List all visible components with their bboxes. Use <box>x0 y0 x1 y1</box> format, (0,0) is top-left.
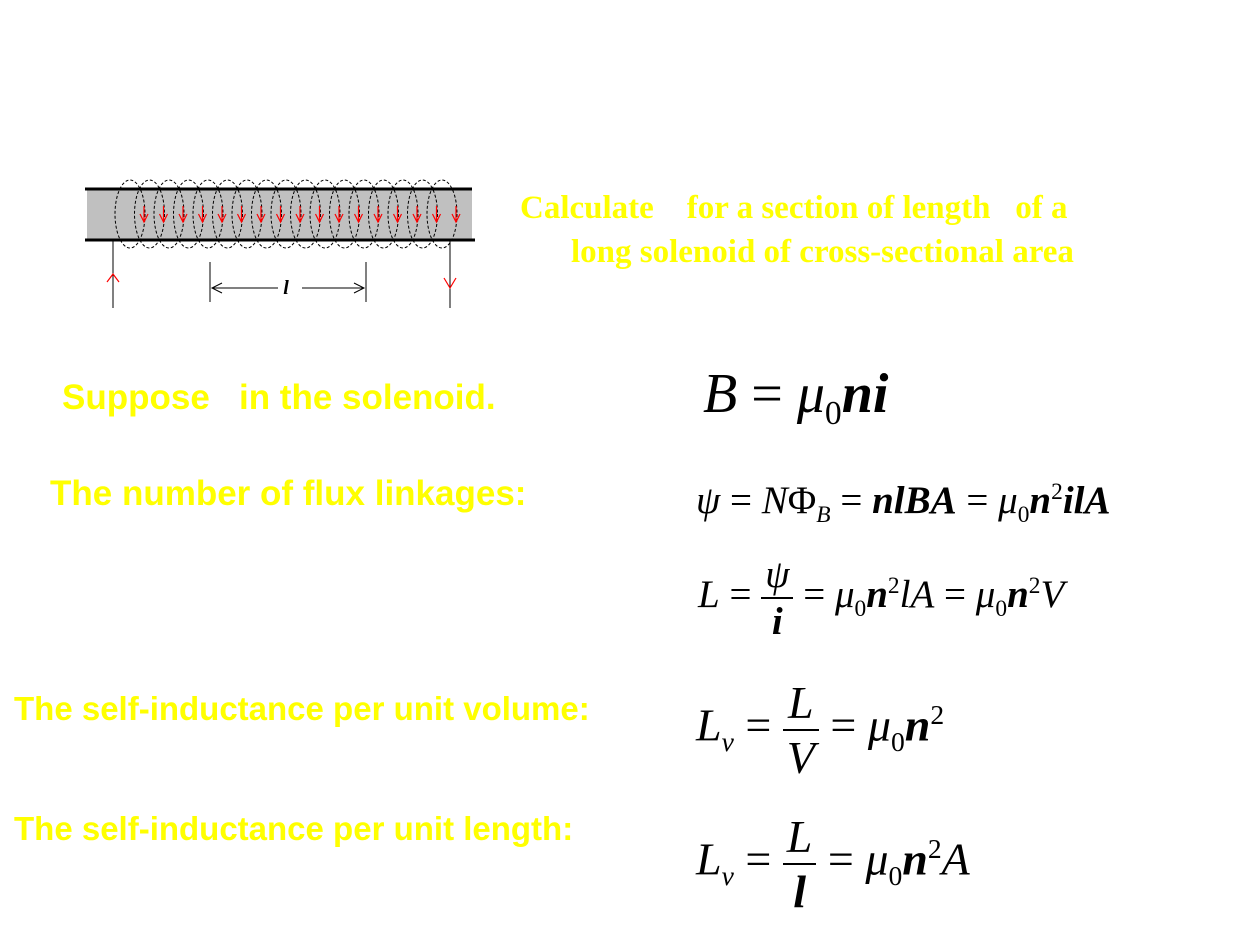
flux-linkages-label: The number of flux linkages: <box>50 474 527 513</box>
per-volume-label: The self-inductance per unit volume: <box>14 690 590 727</box>
per-length-label: The self-inductance per unit length: <box>14 810 574 847</box>
lead-left-arrow <box>106 273 120 283</box>
equation-flux-linkage: ψ = NΦB = nlBA = μ0n2ilA <box>696 479 1111 528</box>
coil-loop <box>290 179 321 249</box>
coil-loop <box>231 179 263 249</box>
solenoid-coils <box>114 179 458 249</box>
current-arrows <box>139 206 461 224</box>
solenoid-diagram: l <box>85 179 475 308</box>
equation-field: B = μ0ni <box>703 363 889 433</box>
coil-loop <box>153 179 185 249</box>
coil-loop <box>270 179 302 249</box>
coil-loop <box>251 179 282 249</box>
coil-loop <box>114 179 146 249</box>
coil-loop <box>426 179 458 249</box>
problem-line-2: long solenoid of cross-sectional area <box>571 234 1074 270</box>
suppose-label: Suppose in the solenoid. <box>62 378 496 417</box>
coil-loop <box>212 179 243 249</box>
coil-loop <box>407 179 438 249</box>
problem-statement: Calculate for a section of length of a l… <box>520 186 1210 274</box>
coil-loop <box>309 179 341 249</box>
coil-loop <box>173 179 204 249</box>
length-label: l <box>283 277 289 299</box>
problem-line-1: Calculate for a section of length of a <box>520 190 1068 226</box>
coil-loop <box>368 179 399 249</box>
coil-loop <box>387 179 419 249</box>
coil-loop <box>192 179 224 249</box>
coil-loop <box>329 179 360 249</box>
coil-loop <box>348 179 380 249</box>
lead-right-arrow <box>443 277 457 290</box>
coil-loop <box>134 179 165 249</box>
